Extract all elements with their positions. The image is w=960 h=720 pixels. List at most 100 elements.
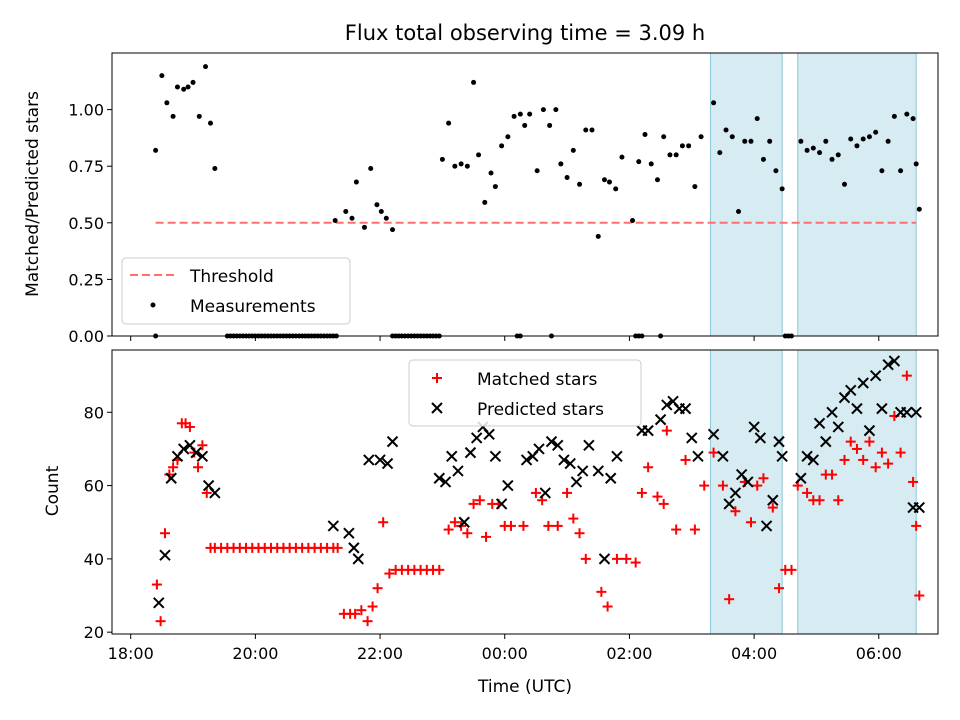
y-tick-label: 0.75 bbox=[68, 157, 104, 176]
shaded-interval bbox=[709, 52, 783, 337]
measurement-point bbox=[854, 143, 860, 149]
predicted-star-marker bbox=[177, 443, 190, 455]
matched-star-marker bbox=[621, 553, 632, 564]
measurement-point bbox=[464, 163, 470, 169]
predicted-star-marker bbox=[533, 443, 545, 455]
matched-star-marker bbox=[758, 473, 769, 484]
predicted-star-marker bbox=[901, 406, 913, 419]
measurement-point bbox=[553, 107, 559, 113]
predicted-star-marker bbox=[686, 432, 698, 444]
measurement-point bbox=[904, 111, 910, 117]
measurement-point bbox=[383, 215, 389, 221]
predicted-star-marker bbox=[190, 446, 202, 459]
measurement-point bbox=[673, 152, 679, 158]
measurement-point bbox=[452, 163, 458, 169]
measurement-point bbox=[212, 165, 218, 171]
measurement-point bbox=[207, 120, 213, 126]
measurement-point bbox=[898, 168, 904, 174]
shaded-interval bbox=[709, 349, 783, 635]
measurement-point bbox=[196, 113, 202, 119]
legend-matched-swatch bbox=[432, 373, 442, 383]
matched-star-marker bbox=[876, 447, 887, 458]
matched-star-marker bbox=[168, 462, 179, 473]
predicted-star-marker bbox=[545, 435, 558, 448]
measurement-point bbox=[439, 156, 445, 162]
matched-star-marker bbox=[839, 454, 850, 465]
measurement-point bbox=[619, 154, 625, 160]
top-legend: Threshold Measurements bbox=[121, 257, 351, 325]
predicted-star-marker bbox=[813, 417, 826, 429]
shaded-interval bbox=[797, 349, 917, 635]
predicted-star-marker bbox=[196, 450, 209, 462]
predicted-star-marker bbox=[489, 450, 502, 462]
top-y-axis-label: Matched/Predicted stars bbox=[23, 91, 43, 297]
matched-star-marker bbox=[505, 520, 516, 531]
matched-star-marker bbox=[752, 480, 763, 491]
measurement-point bbox=[773, 168, 779, 174]
measurement-point bbox=[630, 218, 636, 224]
measurement-point bbox=[910, 116, 916, 122]
measurement-point bbox=[570, 147, 576, 153]
matched-star-marker bbox=[372, 583, 383, 594]
predicted-star-marker bbox=[570, 476, 583, 488]
measurement-point bbox=[860, 136, 866, 142]
measurement-point bbox=[577, 181, 583, 187]
measurement-point bbox=[817, 150, 823, 156]
shaded-interval bbox=[797, 52, 917, 337]
y-tick-label: 0.25 bbox=[68, 270, 104, 289]
predicted-star-marker bbox=[470, 432, 483, 444]
predicted-star-marker bbox=[773, 435, 785, 448]
matched-star-marker bbox=[197, 440, 208, 451]
x-tick-label: 06:00 bbox=[856, 644, 902, 663]
matched-star-marker bbox=[774, 583, 785, 594]
matched-star-marker bbox=[518, 520, 529, 531]
predicted-star-marker bbox=[583, 439, 595, 451]
predicted-star-marker bbox=[760, 520, 773, 532]
matched-star-marker bbox=[858, 454, 869, 465]
measurement-point bbox=[866, 134, 872, 140]
predicted-star-marker bbox=[327, 520, 340, 532]
predicted-star-marker bbox=[754, 432, 767, 444]
measurement-point bbox=[368, 165, 374, 171]
y-tick-label: 0.00 bbox=[68, 327, 104, 346]
predicted-star-marker bbox=[209, 487, 221, 499]
measurement-point bbox=[343, 208, 349, 214]
measurement-point bbox=[458, 161, 464, 167]
bottom-legend: Matched stars Predicted stars bbox=[408, 359, 642, 427]
measurement-point bbox=[810, 145, 816, 151]
legend-matched-label: Matched stars bbox=[477, 370, 597, 390]
matched-star-marker bbox=[895, 447, 906, 458]
matched-star-marker bbox=[745, 517, 756, 528]
measurement-point bbox=[729, 134, 735, 140]
matched-star-marker bbox=[870, 462, 881, 473]
y-tick-label: 40 bbox=[84, 550, 104, 569]
measurement-point bbox=[636, 159, 642, 165]
matched-star-marker bbox=[201, 487, 212, 498]
matched-star-marker bbox=[652, 491, 663, 502]
measurement-point bbox=[754, 116, 760, 122]
measurement-point bbox=[517, 111, 523, 117]
predicted-star-marker bbox=[348, 542, 360, 554]
matched-star-marker bbox=[350, 608, 361, 619]
predicted-star-marker bbox=[539, 487, 551, 499]
legend-predicted-swatch bbox=[431, 402, 443, 414]
matched-star-marker bbox=[767, 502, 778, 513]
matched-star-marker bbox=[543, 520, 554, 531]
matched-star-marker bbox=[462, 528, 473, 539]
matched-star-marker bbox=[864, 436, 875, 447]
matched-star-marker bbox=[159, 528, 170, 539]
plot-frame bbox=[111, 52, 939, 337]
measurement-point bbox=[613, 186, 619, 192]
y-tick-label: 60 bbox=[84, 477, 104, 496]
matched-star-marker bbox=[356, 605, 367, 616]
matched-star-marker bbox=[661, 425, 672, 436]
matched-star-marker bbox=[914, 590, 925, 601]
measurement-point bbox=[667, 152, 673, 158]
x-tick-label: 20:00 bbox=[232, 644, 278, 663]
measurement-point bbox=[648, 161, 654, 167]
predicted-star-marker bbox=[869, 369, 882, 382]
x-tick-label: 22:00 bbox=[357, 644, 403, 663]
measurement-point bbox=[798, 138, 804, 144]
measurement-point bbox=[873, 129, 879, 135]
matched-star-marker bbox=[568, 513, 579, 524]
